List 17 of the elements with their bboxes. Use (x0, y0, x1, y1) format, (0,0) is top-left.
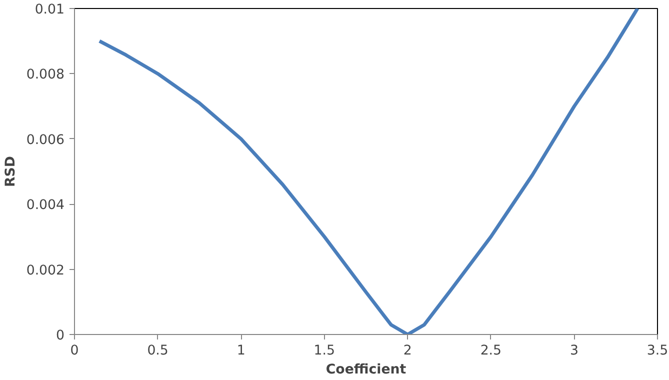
y-tick-label: 0.01 (34, 2, 65, 18)
x-tick-label: 1 (236, 344, 246, 358)
x-tick-label: 0.5 (147, 344, 168, 358)
x-axis-title: Coefficient (326, 362, 407, 378)
y-tick-label: 0.002 (26, 263, 64, 278)
x-tick-label: 1.5 (314, 344, 335, 358)
line-series (98, 8, 640, 334)
y-axis-title: RSD (3, 156, 18, 187)
x-tick-label: 0 (70, 344, 79, 358)
y-tick-label: 0.006 (26, 132, 64, 148)
y-tick-label: 0.004 (26, 198, 64, 214)
x-tick-label: 2.5 (480, 344, 502, 358)
x-tick-label: 3.5 (646, 344, 668, 358)
y-tick-label: 0 (56, 328, 65, 344)
y-tick-label: 0.008 (26, 68, 64, 83)
x-tick-label: 2 (403, 344, 412, 358)
x-tick-label: 3 (570, 344, 578, 358)
